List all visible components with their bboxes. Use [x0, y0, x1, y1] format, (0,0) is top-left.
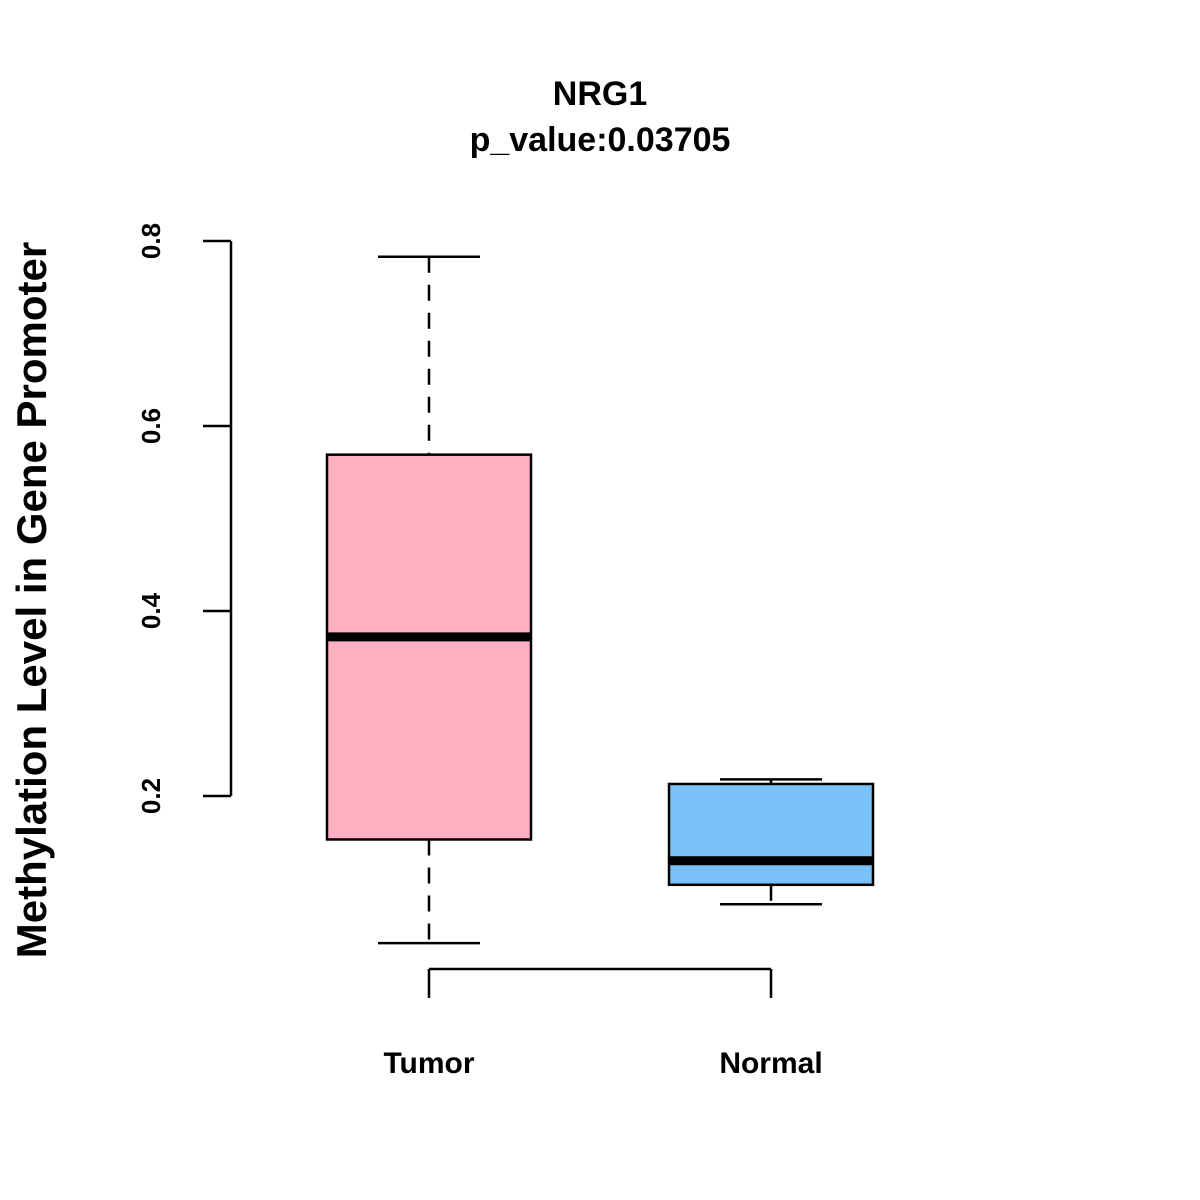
iqr-box [325, 453, 533, 841]
iqr-box [667, 782, 875, 887]
x-tick-label: Normal [719, 1047, 822, 1080]
chart-title: NRG1 [553, 75, 647, 113]
y-tick-label: 0.4 [136, 592, 166, 629]
chart-subtitle: p_value:0.03705 [470, 121, 731, 159]
x-tick-label: Tumor [383, 1047, 474, 1080]
box-group [325, 255, 875, 945]
x-axis: Tumor Normal [383, 967, 823, 1080]
box-normal [667, 778, 875, 906]
y-axis: 0.2 0.4 0.6 0.8 [136, 223, 233, 814]
y-tick-label: 0.8 [136, 223, 166, 259]
y-tick-label: 0.2 [136, 778, 166, 814]
box-tumor [325, 255, 533, 945]
y-axis-label: Methylation Level in Gene Promoter [8, 242, 55, 958]
y-tick-label: 0.6 [136, 408, 166, 444]
